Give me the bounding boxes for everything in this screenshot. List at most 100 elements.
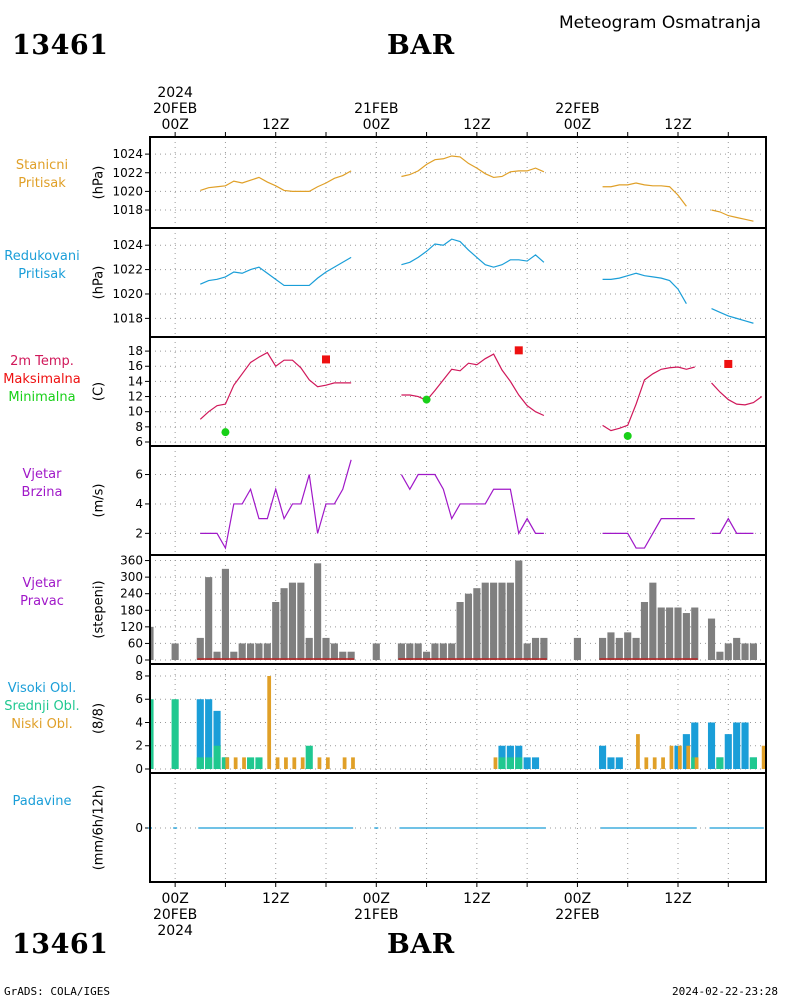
- y-axis-label: (C): [92, 382, 107, 401]
- wind-direction-bar: [640, 601, 649, 660]
- cloud-bar: [691, 722, 699, 769]
- cloud-bar: [196, 699, 204, 769]
- series-line: [711, 308, 754, 324]
- cloud-bar: [694, 757, 699, 769]
- header-station-name: BAR: [387, 30, 455, 61]
- wind-direction-bar: [213, 651, 221, 660]
- y-axis-label: (hPa): [92, 166, 107, 200]
- wind-direction-bar: [330, 643, 338, 660]
- y-tick-label: 60: [128, 636, 143, 650]
- series-line: [199, 351, 352, 420]
- cloud-bar: [636, 734, 640, 769]
- cloud-bar: [284, 757, 288, 769]
- footer-station-id: 13461: [12, 929, 109, 960]
- wind-direction-bar: [657, 607, 665, 660]
- series-line: [200, 459, 352, 550]
- cloud-bar: [615, 757, 623, 769]
- cloud-bar: [531, 757, 540, 769]
- y-tick-label: 1024: [112, 147, 143, 161]
- cloud-bar: [205, 699, 213, 769]
- x-label-bottom: 12Z: [463, 891, 490, 907]
- cloud-bar: [171, 699, 179, 769]
- wind-direction-bar: [255, 643, 263, 660]
- wind-direction-bar: [339, 651, 347, 660]
- wind-direction-bar: [414, 643, 422, 660]
- panel-label-line: Stanicni: [16, 158, 68, 173]
- cloud-bar: [213, 745, 221, 769]
- wind-direction-bar: [272, 601, 280, 660]
- panel-label-line: Minimalna: [8, 390, 75, 405]
- wind-direction-bar: [615, 637, 623, 660]
- panel-label-line: Niski Obl.: [11, 717, 73, 732]
- cloud-bar: [242, 757, 246, 769]
- wind-direction-bar: [523, 643, 531, 660]
- panel-label-line: 2m Temp.: [10, 354, 74, 369]
- panel-label-line: Maksimalna: [3, 372, 81, 387]
- panel-frame: [149, 772, 767, 883]
- wind-direction-bar: [490, 582, 498, 660]
- x-label-bottom: 00Z: [363, 891, 390, 907]
- wind-direction-bar: [347, 651, 355, 660]
- wind-direction-bar: [666, 607, 674, 660]
- panel-label-line: Pritisak: [18, 267, 66, 282]
- series-line: [602, 366, 695, 432]
- cloud-bar: [342, 757, 347, 769]
- y-tick-label: 18: [128, 344, 143, 358]
- wind-direction-bar: [691, 607, 699, 660]
- wind-direction-bar: [724, 643, 732, 660]
- wind-direction-bar: [473, 588, 481, 660]
- y-tick-label: 0: [135, 653, 143, 667]
- wind-direction-bar: [674, 607, 682, 660]
- y-tick-label: 180: [120, 603, 143, 617]
- y-axis-label: (stepeni): [92, 580, 107, 638]
- max-temp-marker: [514, 346, 523, 355]
- x-label-bottom: 20FEB: [153, 907, 197, 923]
- series-line: [200, 170, 352, 192]
- wind-direction-bar: [196, 637, 204, 660]
- cloud-bar: [325, 757, 330, 769]
- y-tick-label: 4: [135, 715, 143, 729]
- wind-direction-bar: [322, 637, 330, 660]
- y-tick-label: 6: [135, 692, 143, 706]
- y-tick-label: 2: [135, 526, 143, 540]
- wind-direction-bar: [205, 577, 213, 660]
- cloud-bar: [761, 745, 766, 769]
- wind-direction-bar: [423, 651, 431, 660]
- wind-direction-bar: [263, 643, 271, 660]
- y-tick-label: 360: [120, 554, 143, 568]
- y-tick-label: 8: [135, 420, 143, 434]
- cloud-bar: [749, 757, 757, 769]
- panel-label-line: Srednji Obl.: [4, 699, 79, 714]
- x-label-top: 21FEB: [354, 101, 398, 117]
- wind-direction-bar: [448, 643, 456, 660]
- x-label-bottom: 2024: [157, 923, 193, 939]
- panel-redukovani: 1018 1020 1022 1024 (hPa) Redukovani Pritisak: [4, 227, 767, 338]
- wind-direction-bar: [498, 582, 506, 660]
- cloud-bar: [661, 757, 665, 769]
- series-line: [602, 518, 695, 549]
- panel-vjetar_brzina: 2 4 6 (m/s) Vjetar Brzina: [22, 445, 767, 556]
- cloud-bar: [498, 757, 506, 769]
- min-temp-marker: [623, 431, 632, 440]
- x-label-bottom: 21FEB: [354, 907, 398, 923]
- panel-oblaci: 0 2 4 6 8 (8/8) Visoki Obl. Srednji Obl. Niski O…: [4, 663, 767, 776]
- wind-direction-bar: [531, 637, 540, 660]
- max-temp-marker: [724, 359, 733, 368]
- cloud-bar: [686, 745, 691, 769]
- panel-frame: [149, 663, 767, 774]
- x-label-top: 22FEB: [555, 101, 599, 117]
- wind-direction-bar: [230, 651, 238, 660]
- wind-direction-bar: [247, 643, 255, 660]
- footer-station-name: BAR: [387, 929, 455, 960]
- cloud-bar: [205, 757, 213, 769]
- wind-direction-bar: [221, 568, 229, 660]
- y-tick-label: 1018: [112, 203, 143, 217]
- cloud-bar: [669, 745, 674, 769]
- y-tick-label: 120: [120, 620, 143, 634]
- series-line: [711, 517, 754, 534]
- max-temp-marker: [322, 355, 330, 364]
- cloud-bar: [716, 757, 724, 769]
- wind-direction-bar: [682, 613, 690, 660]
